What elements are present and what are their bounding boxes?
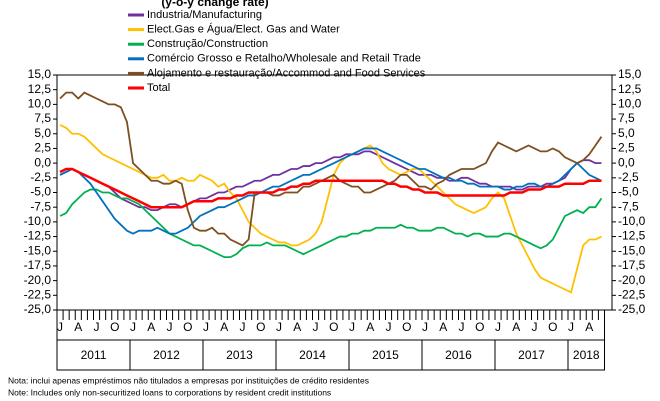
x-tick-label: O bbox=[110, 320, 119, 334]
y-tick-label: 10,0 bbox=[28, 97, 52, 111]
y2-tick-label: 10,0 bbox=[618, 97, 642, 111]
y2-tick-label: 2,5 bbox=[618, 141, 635, 155]
x-tick-label: A bbox=[439, 320, 447, 334]
y2-tick-label: 5,0 bbox=[618, 126, 635, 140]
x-tick-label: O bbox=[402, 320, 411, 334]
x-tick-label: J bbox=[459, 320, 465, 334]
x-tick-label: J bbox=[167, 320, 173, 334]
y-tick-label: 2,5 bbox=[34, 141, 51, 155]
note: Nota: inclui apenas empréstimos não titu… bbox=[8, 375, 369, 385]
x-tick-label: J bbox=[313, 320, 319, 334]
x-tick-label: J bbox=[495, 320, 501, 334]
year-label: 2017 bbox=[518, 348, 545, 362]
y2-tick-label: -22,5 bbox=[618, 287, 646, 301]
y-tick-label: -25,0 bbox=[24, 302, 52, 316]
x-tick-label: A bbox=[74, 320, 82, 334]
y-tick-label: 12,5 bbox=[28, 82, 52, 96]
legend-label: Comércio Grosso e Retalho/Wholesale and … bbox=[147, 53, 421, 65]
x-tick-label: O bbox=[256, 320, 265, 334]
year-label: 2018 bbox=[573, 348, 600, 362]
y2-tick-label: -12,5 bbox=[618, 229, 646, 243]
y2-tick-label: 7,5 bbox=[618, 111, 635, 125]
x-tick-label: J bbox=[203, 320, 209, 334]
year-label: 2016 bbox=[445, 348, 472, 362]
y-tick-label: -5,0 bbox=[30, 185, 51, 199]
x-tick-label: J bbox=[94, 320, 100, 334]
plot-frame bbox=[56, 74, 613, 311]
y-tick-label: -7,5 bbox=[30, 199, 51, 213]
y-tick-label: -10,0 bbox=[24, 214, 52, 228]
y2-tick-label: 15,0 bbox=[618, 67, 642, 81]
y2-tick-label: -15,0 bbox=[618, 243, 646, 257]
x-tick-label: J bbox=[349, 320, 355, 334]
x-tick-label: J bbox=[276, 320, 282, 334]
x-tick-label: O bbox=[548, 320, 557, 334]
x-tick-label: O bbox=[183, 320, 192, 334]
series-line bbox=[59, 124, 602, 294]
series-line bbox=[59, 167, 602, 209]
year-label: 2014 bbox=[299, 348, 326, 362]
y-tick-label: -17,5 bbox=[24, 258, 52, 272]
x-tick-label: A bbox=[293, 320, 301, 334]
year-label: 2012 bbox=[153, 348, 180, 362]
y2-tick-label: -7,5 bbox=[618, 199, 639, 213]
y2-tick-label: -2,5 bbox=[618, 170, 639, 184]
legend-label: Industria/Manufacturing bbox=[147, 9, 262, 21]
y-tick-label: 5,0 bbox=[34, 126, 51, 140]
y2-tick-label: -17,5 bbox=[618, 258, 646, 272]
y-tick-label: 0,0 bbox=[34, 155, 51, 169]
legend-label: Construção/Construction bbox=[147, 38, 268, 50]
legend-label: Elect.Gas e Água/Elect. Gas and Water bbox=[147, 23, 340, 36]
series-line bbox=[59, 147, 602, 235]
x-tick-label: O bbox=[475, 320, 484, 334]
y-tick-label: -2,5 bbox=[30, 170, 51, 184]
chart-subtitle: (y-o-y change rate) bbox=[161, 0, 268, 9]
series-line bbox=[59, 150, 602, 212]
legend-label: Alojamento e restauração/Accommod and Fo… bbox=[147, 67, 426, 79]
x-tick-label: J bbox=[240, 320, 246, 334]
y-tick-label: 7,5 bbox=[34, 111, 51, 125]
y-tick-label: 15,0 bbox=[28, 67, 52, 81]
x-tick-label: A bbox=[512, 320, 520, 334]
y-tick-label: -12,5 bbox=[24, 229, 52, 243]
year-label: 2015 bbox=[372, 348, 399, 362]
y-tick-label: -15,0 bbox=[24, 243, 52, 257]
y2-tick-label: -25,0 bbox=[618, 302, 646, 316]
x-tick-label: J bbox=[386, 320, 392, 334]
year-label: 2013 bbox=[226, 348, 253, 362]
y2-tick-label: 12,5 bbox=[618, 82, 642, 96]
y-tick-label: -20,0 bbox=[24, 273, 52, 287]
x-tick-label: A bbox=[147, 320, 155, 334]
y2-tick-label: -20,0 bbox=[618, 273, 646, 287]
x-tick-label: J bbox=[130, 320, 136, 334]
x-tick-label: A bbox=[220, 320, 228, 334]
x-tick-label: J bbox=[532, 320, 538, 334]
year-label: 2011 bbox=[81, 348, 107, 362]
note: Note: Includes only non-securitized loan… bbox=[8, 387, 331, 397]
legend-label: Total bbox=[147, 82, 170, 94]
y2-tick-label: -10,0 bbox=[618, 214, 646, 228]
x-tick-label: O bbox=[329, 320, 338, 334]
y2-tick-label: -5,0 bbox=[618, 185, 639, 199]
x-tick-label: J bbox=[568, 320, 574, 334]
y2-tick-label: 0,0 bbox=[618, 155, 635, 169]
x-tick-label: A bbox=[366, 320, 374, 334]
x-tick-label: A bbox=[585, 320, 593, 334]
series-line bbox=[59, 188, 603, 259]
y-tick-label: -22,5 bbox=[24, 287, 52, 301]
x-tick-label: J bbox=[422, 320, 428, 334]
x-tick-label: J bbox=[57, 320, 63, 334]
series-line bbox=[59, 91, 603, 247]
